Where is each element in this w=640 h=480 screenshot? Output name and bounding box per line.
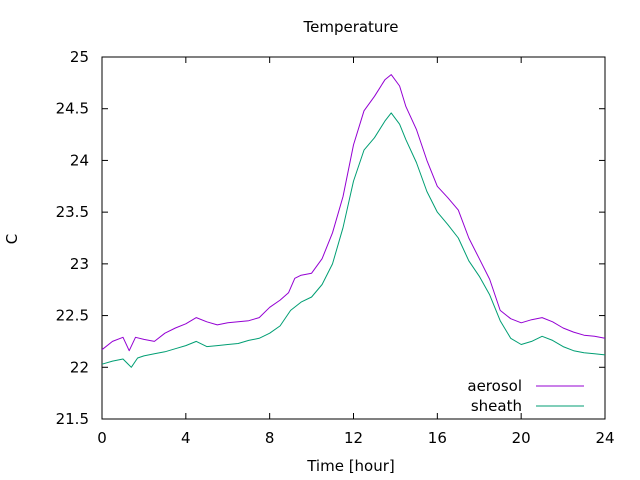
y-tick-label: 25 bbox=[70, 48, 89, 66]
x-axis-label: Time [hour] bbox=[306, 457, 395, 475]
y-tick-label: 24 bbox=[70, 151, 89, 169]
x-tick-label: 16 bbox=[428, 429, 447, 447]
y-axis-ticks: 21.5 22 22.5 23 23.5 24 24.5 25 bbox=[56, 48, 605, 428]
y-tick-label: 22.5 bbox=[56, 307, 89, 325]
y-tick-label: 23 bbox=[70, 255, 89, 273]
legend-label-aerosol: aerosol bbox=[467, 377, 522, 395]
plot-area-frame bbox=[101, 56, 606, 420]
x-tick-label: 20 bbox=[512, 429, 531, 447]
x-tick-label: 8 bbox=[265, 429, 275, 447]
series-lines bbox=[101, 74, 606, 368]
x-tick-label: 12 bbox=[344, 429, 363, 447]
y-tick-label: 21.5 bbox=[56, 410, 89, 428]
series-line-aerosol bbox=[101, 74, 606, 352]
legend-label-sheath: sheath bbox=[471, 397, 522, 415]
x-axis-ticks: 0 4 8 12 16 20 24 bbox=[97, 57, 615, 447]
chart-title: Temperature bbox=[302, 18, 398, 36]
x-tick-label: 0 bbox=[97, 429, 107, 447]
x-tick-label: 24 bbox=[595, 429, 614, 447]
y-tick-label: 22 bbox=[70, 358, 89, 376]
x-tick-label: 4 bbox=[181, 429, 191, 447]
y-tick-label: 24.5 bbox=[56, 100, 89, 118]
y-axis-label: C bbox=[3, 234, 21, 244]
y-tick-label: 23.5 bbox=[56, 203, 89, 221]
legend: aerosol sheath bbox=[467, 377, 584, 415]
series-line-sheath bbox=[101, 112, 606, 368]
